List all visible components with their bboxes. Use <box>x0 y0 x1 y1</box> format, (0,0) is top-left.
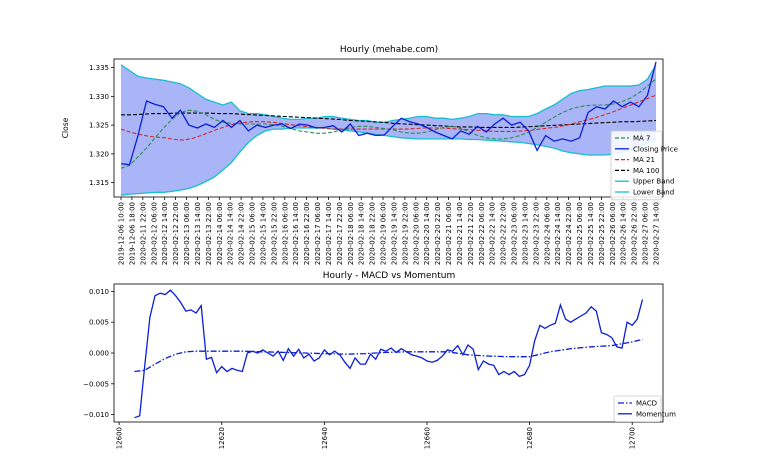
x-tick-label: 2020-02-17 06:00 <box>314 202 322 265</box>
macd-chart: Hourly - MACD vs Momentum −0.010 −0.005 0.… <box>83 271 676 449</box>
x-tick-label: 2020-02-26 06:00 <box>609 202 617 265</box>
x-tick-label: 2020-02-24 22:00 <box>565 202 573 265</box>
macd-legend: MACD Momentum <box>613 395 676 423</box>
x-tick-label: 2020-02-19 14:00 <box>391 202 399 265</box>
series-momentum <box>134 289 644 419</box>
series-upper-band <box>120 64 657 123</box>
x-tick-label: 2020-02-16 06:00 <box>281 202 289 265</box>
x-tick-label: 2020-02-17 14:00 <box>325 202 333 265</box>
x-tick-label: 12620 <box>218 427 226 449</box>
legend-label-macd: MACD <box>636 400 657 408</box>
macd-chart-title: Hourly - MACD vs Momentum <box>323 271 455 281</box>
price-plot-area <box>120 61 657 196</box>
macd-chart-frame <box>113 283 664 423</box>
legend-label-momentum: Momentum <box>636 410 676 418</box>
legend-label-ma-100: MA 100 <box>633 167 659 175</box>
x-tick-label: 12700 <box>629 427 637 449</box>
x-tick-label: 2020-02-13 06:00 <box>183 202 191 265</box>
x-tick-label: 2020-02-24 06:00 <box>543 202 551 265</box>
macd-x-ticks: 12600 12620 12640 12660 12680 12700 <box>116 422 637 449</box>
x-tick-label: 2020-02-21 22:00 <box>467 202 475 265</box>
legend-label-ma-7: MA 7 <box>633 135 651 143</box>
x-tick-label: 2020-02-14 14:00 <box>227 202 235 265</box>
x-tick-label: 2020-02-16 14:00 <box>292 202 300 265</box>
x-tick-label: 2020-02-15 06:00 <box>249 202 257 265</box>
x-tick-label: 2020-02-22 14:00 <box>489 202 497 265</box>
price-legend: MA 7 Closing Price MA 21 MA 100 Upper Band Lo… <box>610 130 678 201</box>
x-tick-label: 2020-02-20 14:00 <box>423 202 431 265</box>
series-macd <box>134 338 643 373</box>
legend-label-upper-band: Upper Band <box>633 178 674 186</box>
price-x-ticks: 2019-12-06 10:00 2019-12-06 18:00 2020-02-… <box>118 197 661 265</box>
x-tick-label: 2020-02-19 06:00 <box>380 202 388 265</box>
x-tick-label: 2020-02-14 06:00 <box>216 202 224 265</box>
x-tick-label: 2020-02-27 14:00 <box>653 202 661 265</box>
legend-label-ma-21: MA 21 <box>633 156 655 164</box>
y-tick-label: 0.005 <box>89 319 109 327</box>
x-tick-label: 2020-02-25 22:00 <box>598 202 606 265</box>
series-ma-7 <box>120 78 657 169</box>
x-tick-label: 2020-02-23 14:00 <box>522 202 530 265</box>
series-closing-price <box>120 61 657 166</box>
price-y-ticks: 1.315 1.320 1.325 1.330 1.335 <box>89 64 114 187</box>
x-tick-label: 2020-02-25 14:00 <box>587 202 595 265</box>
y-tick-label: 1.335 <box>89 64 109 72</box>
x-tick-label: 2020-02-20 06:00 <box>412 202 420 265</box>
x-tick-label: 2020-02-15 14:00 <box>259 202 267 265</box>
x-tick-label: 2020-02-15 22:00 <box>270 202 278 265</box>
x-tick-label: 2020-02-22 22:00 <box>500 202 508 265</box>
x-tick-label: 2019-12-06 18:00 <box>128 202 136 265</box>
x-tick-label: 2020-02-23 06:00 <box>511 202 519 265</box>
x-tick-label: 2020-02-19 22:00 <box>401 202 409 265</box>
y-tick-label: 1.330 <box>89 93 109 101</box>
y-tick-label: 1.320 <box>89 150 109 158</box>
price-y-axis-label: Close <box>61 117 70 138</box>
x-tick-label: 2020-02-25 06:00 <box>576 202 584 265</box>
price-chart-frame <box>113 58 664 198</box>
x-tick-label: 2020-02-21 06:00 <box>445 202 453 265</box>
x-tick-label: 2020-02-12 22:00 <box>172 202 180 265</box>
y-tick-label: 1.325 <box>89 122 109 130</box>
y-tick-label: 0.010 <box>89 288 109 296</box>
x-tick-label: 2020-02-13 22:00 <box>205 202 213 265</box>
x-tick-label: 2020-02-24 14:00 <box>554 202 562 265</box>
x-tick-label: 2020-02-26 14:00 <box>620 202 628 265</box>
legend-label-lower-band: Lower Band <box>633 189 674 197</box>
series-lower-band <box>120 127 657 196</box>
x-tick-label: 2020-02-13 14:00 <box>194 202 202 265</box>
x-tick-label: 12640 <box>321 427 329 449</box>
y-tick-label: 0.000 <box>89 350 109 358</box>
x-tick-label: 2020-02-27 06:00 <box>642 202 650 265</box>
y-tick-label: 1.315 <box>89 179 109 187</box>
legend-label-closing-price: Closing Price <box>633 145 678 153</box>
y-tick-label: −0.010 <box>83 411 109 419</box>
x-tick-label: 2020-02-22 06:00 <box>478 202 486 265</box>
macd-plot-area <box>134 289 644 419</box>
price-chart-title: Hourly (mehabe.com) <box>340 45 438 55</box>
y-tick-label: −0.005 <box>83 380 109 388</box>
x-tick-label: 2020-02-12 14:00 <box>161 202 169 265</box>
x-tick-label: 2019-12-06 10:00 <box>118 202 126 265</box>
x-tick-label: 2020-02-11 22:00 <box>139 202 147 265</box>
x-tick-label: 12600 <box>116 427 124 449</box>
x-tick-label: 2020-02-14 22:00 <box>238 202 246 265</box>
x-tick-label: 2020-02-16 22:00 <box>303 202 311 265</box>
x-tick-label: 2020-02-17 22:00 <box>336 202 344 265</box>
x-tick-label: 12680 <box>526 427 534 449</box>
x-tick-label: 2020-02-23 22:00 <box>532 202 540 265</box>
x-tick-label: 2020-02-18 14:00 <box>358 202 366 265</box>
x-tick-label: 2020-02-21 14:00 <box>456 202 464 265</box>
x-tick-label: 2020-02-20 22:00 <box>434 202 442 265</box>
x-tick-label: 2020-02-12 06:00 <box>150 202 158 265</box>
macd-y-ticks: −0.010 −0.005 0.000 0.005 0.010 <box>83 288 114 419</box>
price-chart: Hourly (mehabe.com) 1.315 1.320 1.325 1.330… <box>61 45 678 265</box>
x-tick-label: 2020-02-26 22:00 <box>631 202 639 265</box>
x-tick-label: 2020-02-18 22:00 <box>369 202 377 265</box>
x-tick-label: 2020-02-18 06:00 <box>347 202 355 265</box>
legend-box <box>613 395 662 423</box>
x-tick-label: 12660 <box>424 427 432 449</box>
